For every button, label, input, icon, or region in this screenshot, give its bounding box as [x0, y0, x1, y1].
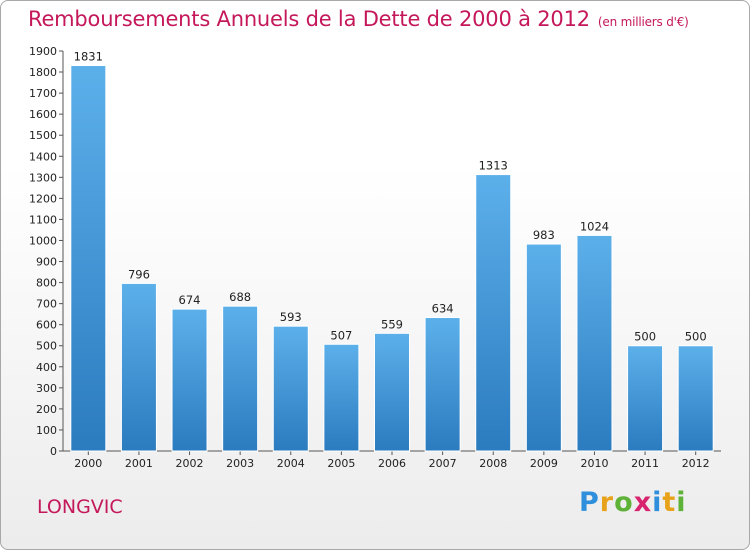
y-tick-label: 700: [36, 298, 57, 311]
chart-unit: (en milliers d'€): [597, 15, 689, 29]
value-label-2004: 593: [280, 310, 302, 324]
y-tick-label: 1400: [29, 150, 57, 163]
bar-2003: [222, 305, 259, 452]
value-label-2002: 674: [179, 293, 201, 307]
bar-2000: [70, 65, 107, 452]
value-label-2008: 1313: [479, 159, 508, 173]
bar-2001: [120, 282, 157, 452]
x-tick-label-2012: 2012: [682, 457, 710, 470]
value-label-2001: 796: [128, 267, 150, 281]
x-tick-label-2004: 2004: [277, 457, 305, 470]
value-label-2003: 688: [229, 290, 251, 304]
y-tick-label: 1500: [29, 129, 57, 142]
y-tick-label: 300: [36, 382, 57, 395]
logo-letter: i: [676, 487, 687, 518]
bar-2007: [424, 317, 461, 452]
x-tick-label-2009: 2009: [530, 457, 558, 470]
city-name: LONGVIC: [37, 496, 123, 518]
axes: 0 100 200 300 400 500 600 700 800 900 1000 1100 1200…: [29, 45, 721, 458]
x-tick-label-2002: 2002: [176, 457, 204, 470]
bar-2009: [525, 243, 562, 452]
y-tick-label: 1900: [29, 45, 57, 58]
y-tick-label: 1200: [29, 192, 57, 205]
x-tick-label-2001: 2001: [125, 457, 153, 470]
proxiti-logo: Proxiti: [579, 487, 687, 518]
y-tick-label: 1000: [29, 234, 57, 247]
value-label-2010: 1024: [580, 219, 609, 233]
bar-2004: [272, 325, 309, 452]
x-tick-label-2007: 2007: [429, 457, 457, 470]
value-label-2011: 500: [634, 330, 656, 344]
x-tick-label-2000: 2000: [74, 457, 102, 470]
value-label-2007: 634: [432, 302, 454, 316]
y-tick-label: 100: [36, 424, 57, 437]
x-tick-label-2008: 2008: [479, 457, 507, 470]
value-label-2005: 507: [330, 328, 352, 342]
logo-letter: o: [614, 487, 634, 518]
logo-letter: t: [662, 487, 677, 518]
chart-title-text: Remboursements Annuels de la Dette de 20…: [28, 7, 590, 31]
y-tick-label: 900: [36, 256, 57, 269]
value-label-2006: 559: [381, 317, 403, 331]
logo-letter: i: [652, 487, 663, 518]
y-tick-label: 1700: [29, 87, 57, 100]
logo-letter: P: [579, 487, 600, 518]
logo-letter: r: [599, 487, 615, 518]
value-label-2012: 500: [685, 330, 707, 344]
bar-2012: [677, 345, 714, 452]
y-tick-label: 600: [36, 319, 57, 332]
y-tick-label: 1300: [29, 171, 57, 184]
x-tick-label-2005: 2005: [327, 457, 355, 470]
bar-2002: [171, 308, 208, 452]
bar-2010: [576, 234, 613, 452]
bar-2005: [323, 343, 360, 452]
bars: [70, 65, 714, 452]
x-tick-label-2011: 2011: [631, 457, 659, 470]
y-tick-label: 0: [50, 445, 57, 458]
y-tick-label: 1600: [29, 108, 57, 121]
y-tick-label: 200: [36, 403, 57, 416]
value-label-2009: 983: [533, 228, 555, 242]
value-labels: 1831 2000 796 2001 674 2002 688 2003 593 2004 507 2…: [74, 50, 710, 470]
y-tick-label: 500: [36, 340, 57, 353]
bar-2006: [374, 332, 410, 452]
value-label-2000: 1831: [74, 50, 103, 64]
y-tick-label: 1100: [29, 213, 57, 226]
x-tick-label-2010: 2010: [580, 457, 608, 470]
x-tick-label-2003: 2003: [226, 457, 254, 470]
y-tick-label: 1800: [29, 66, 57, 79]
chart-title: Remboursements Annuels de la Dette de 20…: [28, 7, 689, 31]
x-tick-label-2006: 2006: [378, 457, 406, 470]
logo-letter: x: [633, 487, 653, 518]
bar-2008: [475, 174, 512, 452]
bar-2011: [627, 345, 664, 452]
y-tick-label: 800: [36, 277, 57, 290]
y-tick-label: 400: [36, 361, 57, 374]
